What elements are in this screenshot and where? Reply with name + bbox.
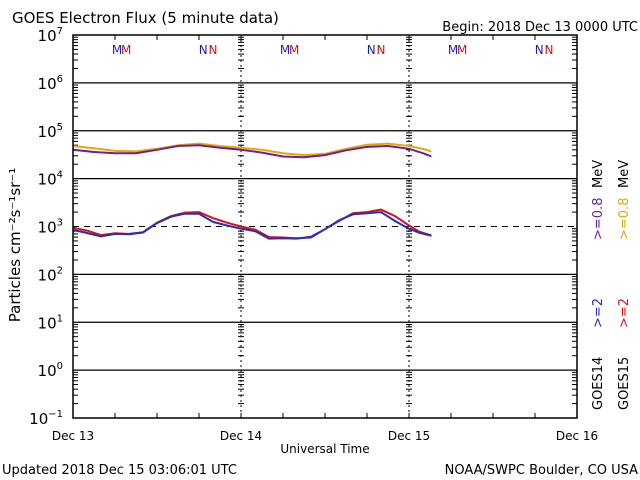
marker-n: N xyxy=(199,43,208,57)
updated-timestamp: Updated 2018 Dec 15 03:06:01 UTC xyxy=(2,463,237,478)
marker-m: M xyxy=(448,43,458,57)
marker-m: M xyxy=(121,43,131,57)
y-tick-label: 10−1 xyxy=(29,409,63,428)
x-tick-label: Dec 16 xyxy=(556,429,598,443)
y-tick-label: 106 xyxy=(38,74,63,93)
decade-gridlines xyxy=(73,82,577,371)
y-tick-label: 103 xyxy=(38,218,63,237)
x-tick-label: Dec 13 xyxy=(52,429,94,443)
series-line-goes14-0.8 xyxy=(72,144,432,159)
legend-energy-low: >=0.8 xyxy=(591,198,606,240)
minor-ticks xyxy=(72,35,578,418)
x-tick-label: Dec 14 xyxy=(220,429,262,443)
y-tick-label: 104 xyxy=(38,170,63,189)
marker-n: N xyxy=(377,43,386,57)
x-tick-labels: Dec 13 Dec 14 Dec 15 Dec 16 xyxy=(52,429,598,443)
legend-unit: MeV xyxy=(591,160,606,188)
series-line-goes15-0.8 xyxy=(72,142,432,157)
legend-goes14: GOES14 >=2 >=0.8 MeV xyxy=(591,160,606,410)
marker-m: M xyxy=(280,43,290,57)
m-n-markers: MM N N MM N N MM N N xyxy=(112,43,554,57)
y-tick-label: 107 xyxy=(38,26,63,45)
marker-m: M xyxy=(289,43,299,57)
marker-m: M xyxy=(457,43,467,57)
y-tick-label: 101 xyxy=(38,313,63,332)
marker-n: N xyxy=(367,43,376,57)
legend-satellite: GOES15 xyxy=(617,357,632,410)
chart-title: GOES Electron Flux (5 minute data) xyxy=(12,9,279,27)
plot-frame xyxy=(72,34,578,419)
legend-goes15: GOES15 >=2 >=0.8 MeV xyxy=(617,160,632,410)
series-lines xyxy=(72,142,432,240)
marker-n: N xyxy=(209,43,218,57)
legend-energy-high: >=2 xyxy=(591,298,606,328)
legend-energy-low: >=0.8 xyxy=(617,198,632,240)
legend: GOES14 >=2 >=0.8 MeV GOES15 >=2 >=0.8 MeV xyxy=(591,160,632,410)
x-axis-label: Universal Time xyxy=(280,442,369,456)
x-tick-label: Dec 15 xyxy=(388,429,430,443)
credit-label: NOAA/SWPC Boulder, CO USA xyxy=(445,463,638,478)
begin-time: Begin: 2018 Dec 13 0000 UTC xyxy=(442,20,638,35)
y-tick-label: 100 xyxy=(38,361,63,380)
marker-m: M xyxy=(112,43,122,57)
legend-unit: MeV xyxy=(617,160,632,188)
legend-satellite: GOES14 xyxy=(591,357,606,410)
y-tick-labels: 107 106 105 104 103 102 101 100 10−1 xyxy=(29,26,63,428)
y-tick-label: 102 xyxy=(38,265,63,284)
legend-energy-high: >=2 xyxy=(617,298,632,328)
series-line-goes14-2 xyxy=(72,211,432,240)
y-tick-label: 105 xyxy=(38,122,63,141)
marker-n: N xyxy=(545,43,554,57)
marker-n: N xyxy=(535,43,544,57)
y-axis-label: Particles cm⁻²s⁻¹sr⁻¹ xyxy=(6,168,24,322)
